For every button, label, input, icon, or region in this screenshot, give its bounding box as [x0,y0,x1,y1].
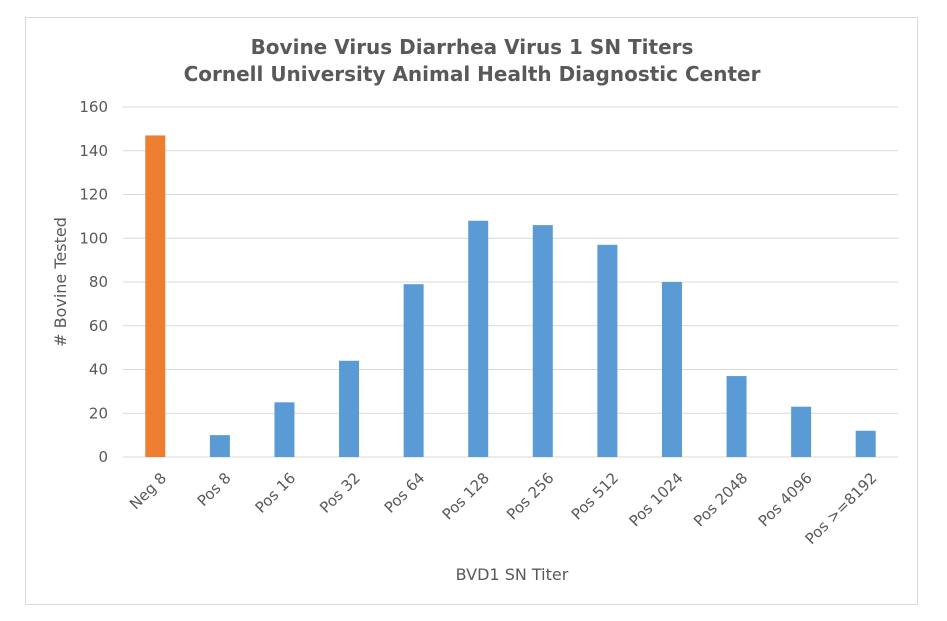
x-tick-label: Pos 16 [252,469,300,517]
y-tick-label: 80 [89,273,108,291]
bar-pos-64 [403,284,424,457]
bar-pos-16 [274,402,295,457]
y-tick-label: 20 [89,404,108,422]
gridlines [123,106,898,458]
bar-pos-8192 [855,430,876,457]
y-tick-label: 40 [89,361,108,379]
chart-title: Bovine Virus Diarrhea Virus 1 SN Titers … [184,35,761,86]
bar-pos-4096 [791,406,812,457]
x-tick-label: Pos 2048 [690,469,751,530]
y-tick-label: 160 [79,98,108,116]
bar-pos-2048 [726,376,747,457]
y-tick-label: 60 [89,317,108,335]
bar-neg-8 [145,135,166,457]
x-tick-label: Pos 1024 [626,469,687,530]
x-tick-labels: Neg 8 Pos 8 Pos 16 Pos 32 Pos 64 Pos 128 Pos 2… [126,469,880,548]
x-tick-label: Pos 128 [439,469,493,523]
y-tick-labels: 0 20 40 60 80 100 120 140 160 [79,98,108,466]
y-axis-title: # Bovine Tested [51,217,70,347]
x-axis-title: BVD1 SN Titer [456,565,569,584]
x-tick-label: Pos 4096 [755,469,816,530]
bar-pos-128 [468,220,489,457]
chart-title-line-1: Bovine Virus Diarrhea Virus 1 SN Titers [251,35,694,59]
y-tick-label: 120 [79,186,108,204]
bar-pos-1024 [661,282,682,457]
x-tick-label: Pos 256 [503,469,557,523]
y-tick-label: 140 [79,142,108,160]
x-tick-label: Pos 8 [194,469,235,510]
y-tick-label: 0 [98,448,108,466]
x-tick-label: Neg 8 [126,469,170,513]
x-tick-label: Pos 64 [381,469,429,517]
x-tick-label: Pos 32 [316,469,364,517]
bar-pos-512 [597,244,618,457]
bar-pos-256 [532,225,553,457]
y-tick-label: 100 [79,229,108,247]
chart-title-line-2: Cornell University Animal Health Diagnos… [184,62,761,86]
bar-pos-8 [209,435,230,457]
bars [145,135,876,457]
x-tick-label: Pos 512 [568,469,622,523]
bar-pos-32 [339,360,360,457]
